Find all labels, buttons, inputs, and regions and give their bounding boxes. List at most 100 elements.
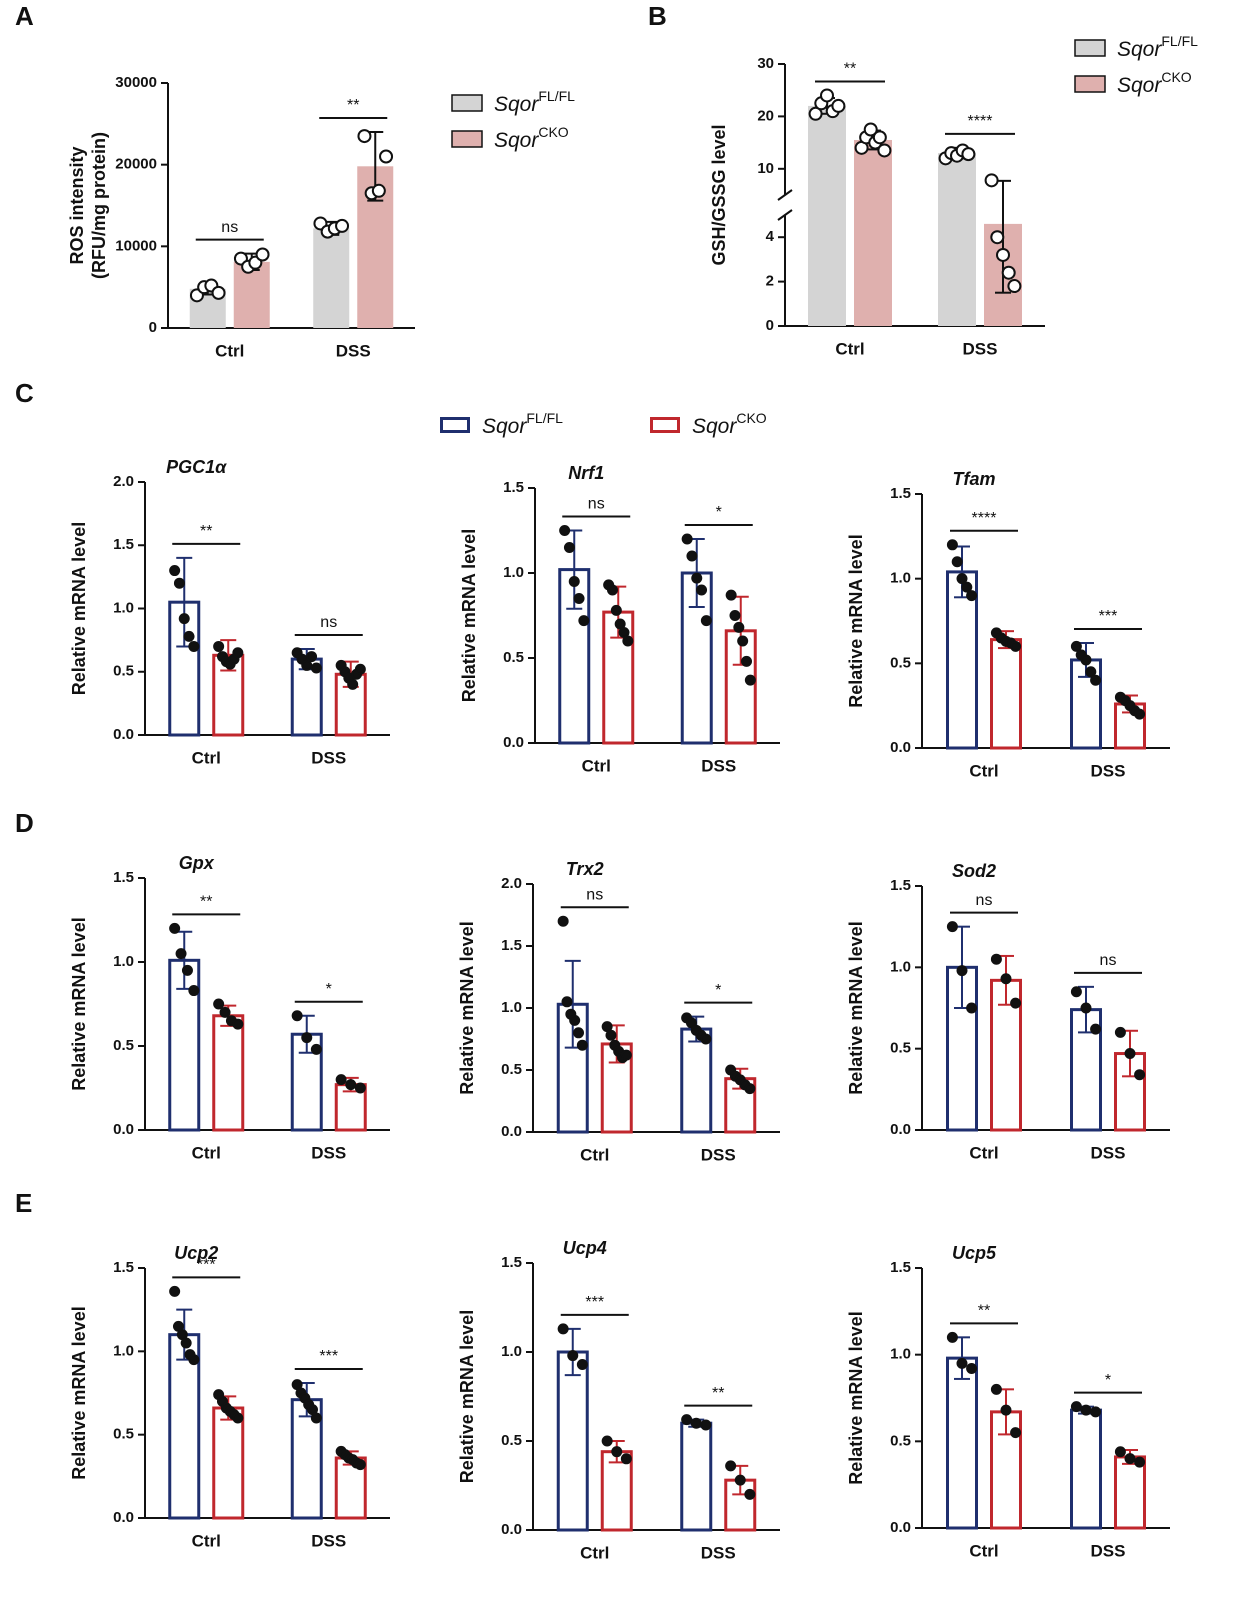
legend-label: SqorFL/FL (1117, 33, 1198, 61)
x-tick-label: Ctrl (580, 1145, 609, 1164)
y-tick-label: 1.5 (113, 869, 134, 886)
panel-label: A (15, 1, 34, 31)
legend-label: SqorFL/FL (494, 88, 575, 116)
legend-name-sup: CKO (736, 410, 766, 426)
data-point (966, 1002, 978, 1014)
significance-label: ** (712, 1385, 724, 1402)
data-point (863, 122, 878, 137)
x-tick-label: DSS (311, 1531, 346, 1550)
y-tick-label: 0.5 (113, 663, 134, 680)
x-tick-label: DSS (963, 339, 998, 358)
significance-label: ns (588, 496, 605, 513)
data-point (1114, 1026, 1126, 1038)
data-point (725, 1460, 737, 1472)
x-tick-label: Ctrl (215, 341, 244, 360)
legend-swatch (1074, 39, 1106, 57)
chart-title: Ucp4 (563, 1238, 607, 1258)
data-point (601, 1021, 613, 1033)
y-tick-label: 1.0 (890, 570, 911, 587)
data-point (1134, 1069, 1146, 1081)
bar (212, 1014, 245, 1132)
y-tick-label: 0.0 (113, 1509, 134, 1526)
data-point (622, 635, 634, 647)
bar (990, 638, 1022, 750)
legend-name: Sqor (482, 415, 527, 438)
legend-swatch (451, 130, 483, 148)
legend-label: SqorFL/FL (482, 410, 563, 438)
significance-label: ns (976, 892, 993, 909)
data-point (1134, 708, 1146, 720)
significance-label: ns (1100, 952, 1117, 969)
data-point (872, 130, 887, 145)
data-point (956, 1357, 968, 1369)
legend-label: SqorCKO (692, 410, 767, 438)
chart-title: Ucp2 (174, 1243, 218, 1263)
y-tick-label: 0.5 (890, 1432, 911, 1449)
data-point (601, 1435, 613, 1447)
data-point (610, 604, 622, 616)
legend-name-sup: FL/FL (526, 410, 563, 426)
legend-swatch (650, 417, 680, 433)
data-point (255, 247, 270, 262)
y-tick-label: 1.0 (113, 599, 134, 616)
chart-title: Nrf1 (568, 463, 604, 483)
y-tick-label: 0.0 (113, 1121, 134, 1138)
x-tick-label: Ctrl (192, 1143, 221, 1162)
data-point (169, 922, 181, 934)
y-tick-label: 1.0 (890, 958, 911, 975)
data-point (371, 183, 386, 198)
data-point (573, 1027, 585, 1039)
data-point (169, 1285, 181, 1297)
x-tick-label: DSS (311, 1143, 346, 1162)
data-point (568, 576, 580, 587)
significance-label: **** (968, 113, 993, 130)
chart-title: Ucp5 (952, 1243, 997, 1263)
y-tick-label: 0.0 (890, 739, 911, 756)
significance-label: ** (347, 97, 359, 114)
data-point (1114, 1446, 1126, 1458)
data-point (211, 285, 226, 300)
data-point (310, 1043, 322, 1055)
y-tick-label: 1.0 (501, 999, 522, 1016)
y-tick-label: 0.5 (501, 1061, 522, 1078)
y-tick-label: 20 (757, 107, 774, 124)
data-point (990, 953, 1002, 965)
data-point (966, 590, 978, 602)
data-point (188, 1354, 200, 1366)
data-point (213, 640, 225, 652)
x-tick-label: DSS (311, 748, 346, 767)
y-tick-label: 0.0 (113, 726, 134, 743)
y-tick-label: 1.5 (890, 877, 911, 894)
y-tick-label: 30000 (115, 74, 157, 91)
data-point (1070, 986, 1082, 998)
legend-swatch (451, 94, 483, 112)
data-point (1070, 1401, 1082, 1413)
y-axis-label: (RFU/mg protein) (89, 132, 109, 279)
data-point (345, 1079, 357, 1091)
y-axis-label: ROS intensity (67, 146, 87, 264)
significance-label: * (1105, 1372, 1111, 1389)
bar (212, 1406, 245, 1520)
data-point (175, 948, 187, 960)
data-point (1124, 1453, 1136, 1465)
y-tick-label: 0.5 (501, 1432, 522, 1449)
data-point (578, 615, 590, 627)
y-tick-label: 2 (766, 273, 774, 290)
x-tick-label: Ctrl (969, 1143, 998, 1162)
data-point (700, 1419, 712, 1431)
bar (680, 1027, 713, 1134)
data-point (1000, 1404, 1012, 1416)
data-point (961, 147, 976, 162)
y-tick-label: 0.0 (890, 1121, 911, 1138)
y-tick-label: 1.5 (890, 1259, 911, 1276)
x-tick-label: DSS (336, 341, 371, 360)
legend-name-sup: FL/FL (1161, 33, 1198, 49)
data-point (877, 143, 892, 158)
data-point (691, 572, 703, 584)
y-tick-label: 1.5 (113, 1259, 134, 1276)
bar (854, 139, 892, 326)
y-tick-label: 1.5 (501, 937, 522, 954)
x-tick-label: DSS (1091, 761, 1126, 780)
y-tick-label: 10000 (115, 237, 157, 254)
